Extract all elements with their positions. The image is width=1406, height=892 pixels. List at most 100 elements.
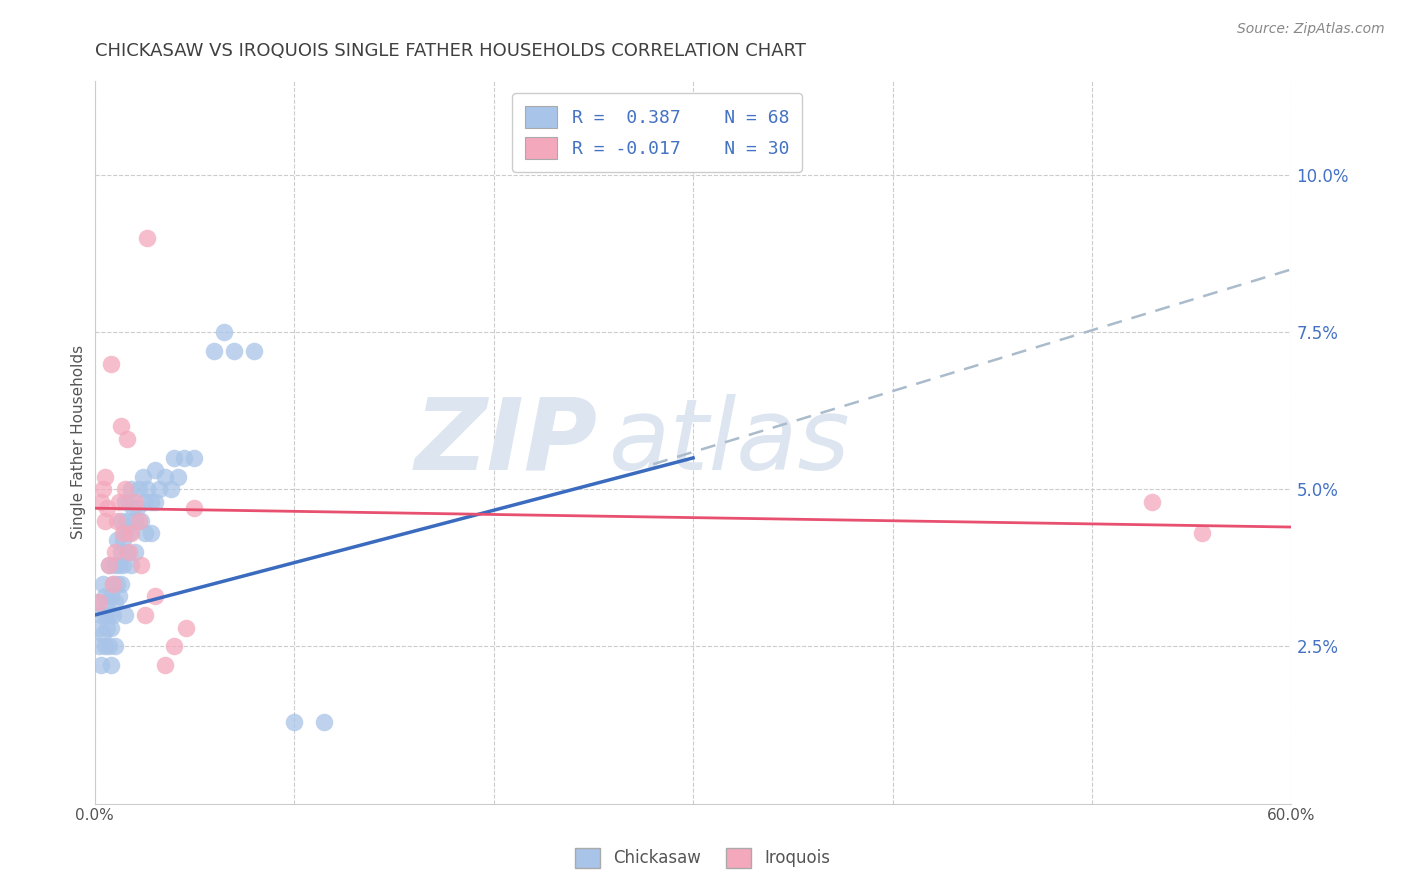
Point [314,714,336,729]
Point [183,450,205,465]
Point [120,483,142,497]
Point [121,501,143,516]
Point [111,533,134,547]
Point [143,463,166,477]
Point [167,469,190,483]
Point [139,526,162,541]
Point [117,545,139,559]
Point [135,483,157,497]
Point [115,514,138,528]
Point [134,526,156,541]
Point [124,495,146,509]
Point [111,526,134,541]
Point [93,514,115,528]
Point [115,545,138,559]
Point [87,640,110,654]
Text: ZIP: ZIP [415,393,598,491]
Point [100,621,122,635]
Point [129,558,152,572]
Point [97,608,120,623]
Point [1140,495,1163,509]
Point [114,526,136,541]
Point [90,495,112,509]
Point [129,514,152,528]
Point [163,640,186,654]
Point [101,576,124,591]
Point [176,621,198,635]
Point [104,595,127,609]
Point [134,608,156,623]
Point [96,621,118,635]
Point [107,589,129,603]
Point [101,576,124,591]
Point [100,658,122,673]
Point [1191,526,1213,541]
Point [124,545,146,559]
Point [159,483,181,497]
Legend: Chickasaw, Iroquois: Chickasaw, Iroquois [568,841,838,875]
Y-axis label: Single Father Households: Single Father Households [72,345,86,540]
Text: CHICKASAW VS IROQUOIS SINGLE FATHER HOUSEHOLDS CORRELATION CHART: CHICKASAW VS IROQUOIS SINGLE FATHER HOUS… [94,42,806,60]
Point [86,595,108,609]
Point [117,526,139,541]
Point [91,576,114,591]
Point [105,533,128,547]
Point [125,501,148,516]
Point [131,469,153,483]
Point [214,325,236,339]
Point [114,495,136,509]
Point [110,514,132,528]
Point [93,589,115,603]
Point [93,640,115,654]
Point [120,558,142,572]
Point [100,357,122,371]
Point [96,595,118,609]
Point [110,545,132,559]
Point [90,608,112,623]
Point [120,526,142,541]
Point [139,495,162,509]
Point [173,450,195,465]
Point [134,495,156,509]
Point [97,558,120,572]
Point [124,514,146,528]
Point [105,514,128,528]
Point [93,608,115,623]
Point [90,658,112,673]
Point [110,576,132,591]
Point [96,501,118,516]
Point [202,344,225,359]
Point [117,495,139,509]
Point [105,576,128,591]
Point [115,432,138,446]
Text: Source: ZipAtlas.com: Source: ZipAtlas.com [1237,22,1385,37]
Point [153,469,176,483]
Point [128,514,150,528]
Point [87,595,110,609]
Point [100,589,122,603]
Point [114,483,136,497]
Point [97,640,120,654]
Point [104,545,127,559]
Point [143,495,166,509]
Point [104,558,127,572]
Point [183,501,205,516]
Point [91,483,114,497]
Point [104,640,127,654]
Point [153,658,176,673]
Point [128,483,150,497]
Point [101,608,124,623]
Point [143,589,166,603]
Point [224,344,246,359]
Point [107,495,129,509]
Point [135,231,157,245]
Point [243,344,266,359]
Point [114,608,136,623]
Point [283,714,305,729]
Point [110,419,132,434]
Point [163,450,186,465]
Point [97,558,120,572]
Point [107,558,129,572]
Point [91,627,114,641]
Point [148,483,170,497]
